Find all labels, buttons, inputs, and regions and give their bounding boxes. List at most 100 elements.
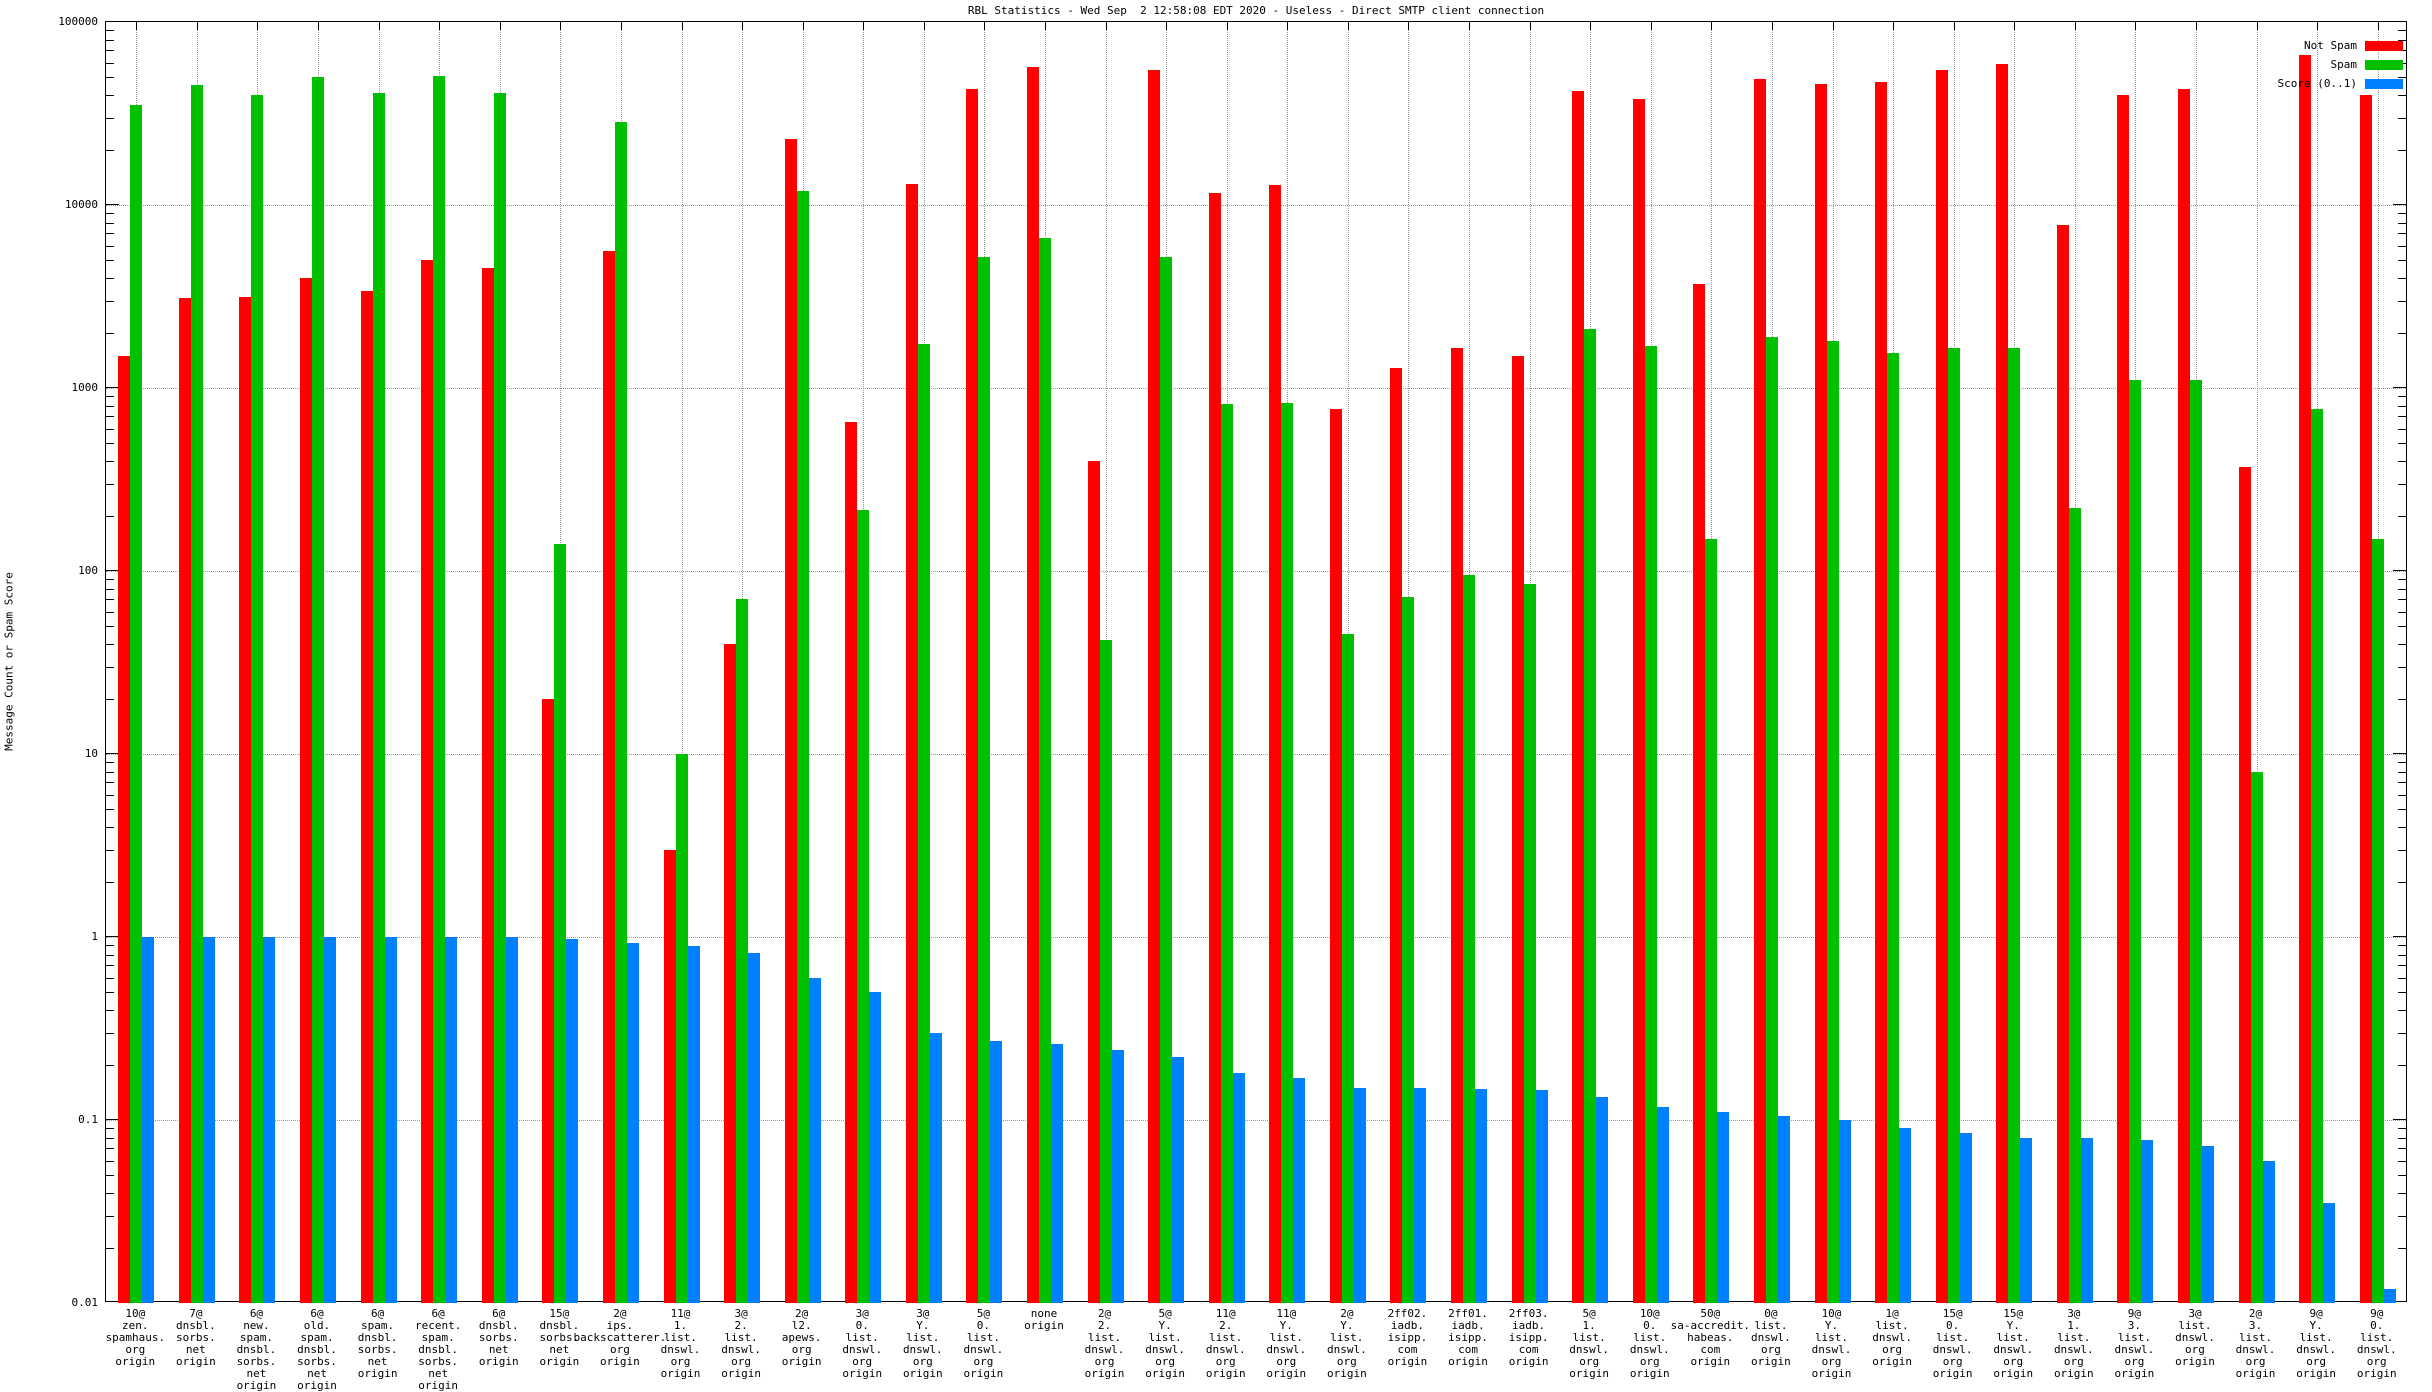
y-minor-tick-right xyxy=(2398,826,2406,828)
bar-spam xyxy=(2129,380,2142,1303)
y-major-tick-left xyxy=(106,753,119,754)
x-tick-label: 6@ recent. spam. dnsbl. sorbs. net origi… xyxy=(414,1307,462,1392)
y-minor-tick-left xyxy=(106,1064,114,1066)
bar-spam xyxy=(1281,402,1294,1303)
y-minor-tick-right xyxy=(2398,1148,2406,1150)
bar-not-spam xyxy=(1572,90,1585,1303)
bar-score xyxy=(142,937,155,1303)
bar-not-spam xyxy=(724,643,737,1303)
x-tick-top xyxy=(257,22,259,30)
x-tick-top xyxy=(2014,22,2016,30)
legend-label-spam: Spam xyxy=(2330,58,2358,71)
bar-spam xyxy=(2189,380,2202,1303)
y-minor-tick-right xyxy=(2398,611,2406,613)
x-tick-top xyxy=(196,22,198,30)
x-tick-top xyxy=(1408,22,1410,30)
y-minor-tick-right xyxy=(2398,1032,2406,1034)
bar-spam xyxy=(251,94,264,1303)
y-minor-tick-right xyxy=(2398,149,2406,151)
y-minor-tick-right xyxy=(2398,809,2406,811)
y-minor-tick-left xyxy=(106,666,114,668)
x-tick-top xyxy=(2135,22,2137,30)
bar-score xyxy=(1111,1050,1124,1303)
y-tick-label: 1000 xyxy=(71,381,99,394)
y-major-tick-right xyxy=(2393,204,2406,205)
x-tick-top xyxy=(1771,22,1773,30)
bar-not-spam xyxy=(845,422,858,1303)
x-tick-label: 50@ sa-accredit. habeas. com origin xyxy=(1670,1307,1751,1368)
y-major-tick-left xyxy=(106,204,119,205)
x-tick-top xyxy=(1711,22,1713,30)
x-tick-top xyxy=(620,22,622,30)
x-tick-label: 2@ 3. list. dnswl. org origin xyxy=(2235,1307,2276,1380)
y-major-tick-left xyxy=(106,570,119,571)
bar-not-spam xyxy=(118,355,131,1303)
y-minor-tick-right xyxy=(2398,30,2406,32)
y-minor-tick-left xyxy=(106,626,114,628)
bar-not-spam xyxy=(1935,69,1948,1303)
y-minor-tick-right xyxy=(2398,515,2406,517)
y-minor-tick-left xyxy=(106,599,114,601)
bar-score xyxy=(626,942,639,1303)
y-minor-tick-left xyxy=(106,94,114,96)
x-tick-top xyxy=(742,22,744,30)
y-minor-tick-right xyxy=(2398,626,2406,628)
bar-not-spam xyxy=(1148,69,1161,1303)
x-tick-top xyxy=(1105,22,1107,30)
y-tick-label: 10 xyxy=(84,747,98,760)
bar-not-spam xyxy=(1814,83,1827,1303)
y-minor-tick-left xyxy=(106,1175,114,1177)
legend: Not Spam Spam Score (0..1) xyxy=(2278,36,2403,93)
decade-gridline xyxy=(106,1120,2406,1121)
bar-not-spam xyxy=(1208,193,1221,1303)
y-minor-tick-right xyxy=(2398,428,2406,430)
y-minor-tick-right xyxy=(2398,332,2406,334)
bar-score xyxy=(445,937,458,1303)
bar-spam xyxy=(675,754,688,1303)
bar-score xyxy=(505,937,518,1303)
bar-score xyxy=(808,977,821,1303)
y-minor-tick-left xyxy=(106,1137,114,1139)
x-tick-label: none origin xyxy=(1024,1307,1064,1332)
y-tick-label: 10000 xyxy=(64,198,98,211)
y-minor-tick-right xyxy=(2398,460,2406,462)
x-tick-label: 9@ Y. list. dnswl. org origin xyxy=(2296,1307,2336,1380)
x-tick-top xyxy=(318,22,320,30)
not-spam-swatch-icon xyxy=(2365,40,2403,51)
y-minor-tick-right xyxy=(2398,233,2406,235)
x-tick-label: 7@ dnsbl. sorbs. net origin xyxy=(175,1307,216,1368)
legend-row-spam: Spam xyxy=(2278,55,2403,74)
y-minor-tick-right xyxy=(2398,1215,2406,1217)
x-tick-label: 2ff02. iadb. isipp. com origin xyxy=(1387,1307,1428,1368)
bar-spam xyxy=(1765,336,1778,1303)
y-minor-tick-left xyxy=(106,416,114,418)
bar-not-spam xyxy=(1087,460,1100,1303)
bar-score xyxy=(687,946,700,1303)
x-tick-label: 5@ 0. list. dnswl. org origin xyxy=(963,1307,1004,1380)
y-minor-tick-left xyxy=(106,965,114,967)
y-minor-tick-left xyxy=(106,245,114,247)
bar-not-spam xyxy=(360,290,373,1303)
bar-not-spam xyxy=(2299,55,2312,1303)
bar-not-spam xyxy=(1026,66,1039,1303)
bar-spam xyxy=(1160,256,1173,1303)
bar-score xyxy=(566,939,579,1303)
bar-score xyxy=(1414,1087,1427,1303)
y-major-tick-left xyxy=(106,1119,119,1120)
bar-score xyxy=(2262,1160,2275,1303)
bar-spam xyxy=(1402,597,1415,1303)
y-minor-tick-right xyxy=(2398,965,2406,967)
y-minor-tick-left xyxy=(106,1247,114,1249)
x-tick-top xyxy=(1832,22,1834,30)
y-minor-tick-right xyxy=(2398,39,2406,41)
y-minor-tick-right xyxy=(2398,300,2406,302)
bar-spam xyxy=(554,544,567,1303)
x-tick-label: 2@ ips. backscatterer. org origin xyxy=(573,1307,667,1368)
y-minor-tick-right xyxy=(2398,396,2406,398)
decade-gridline xyxy=(106,754,2406,755)
y-minor-tick-left xyxy=(106,1215,114,1217)
y-minor-tick-left xyxy=(106,954,114,956)
bar-score xyxy=(2080,1137,2093,1303)
x-tick-top xyxy=(2377,22,2379,30)
bar-spam xyxy=(736,599,749,1303)
